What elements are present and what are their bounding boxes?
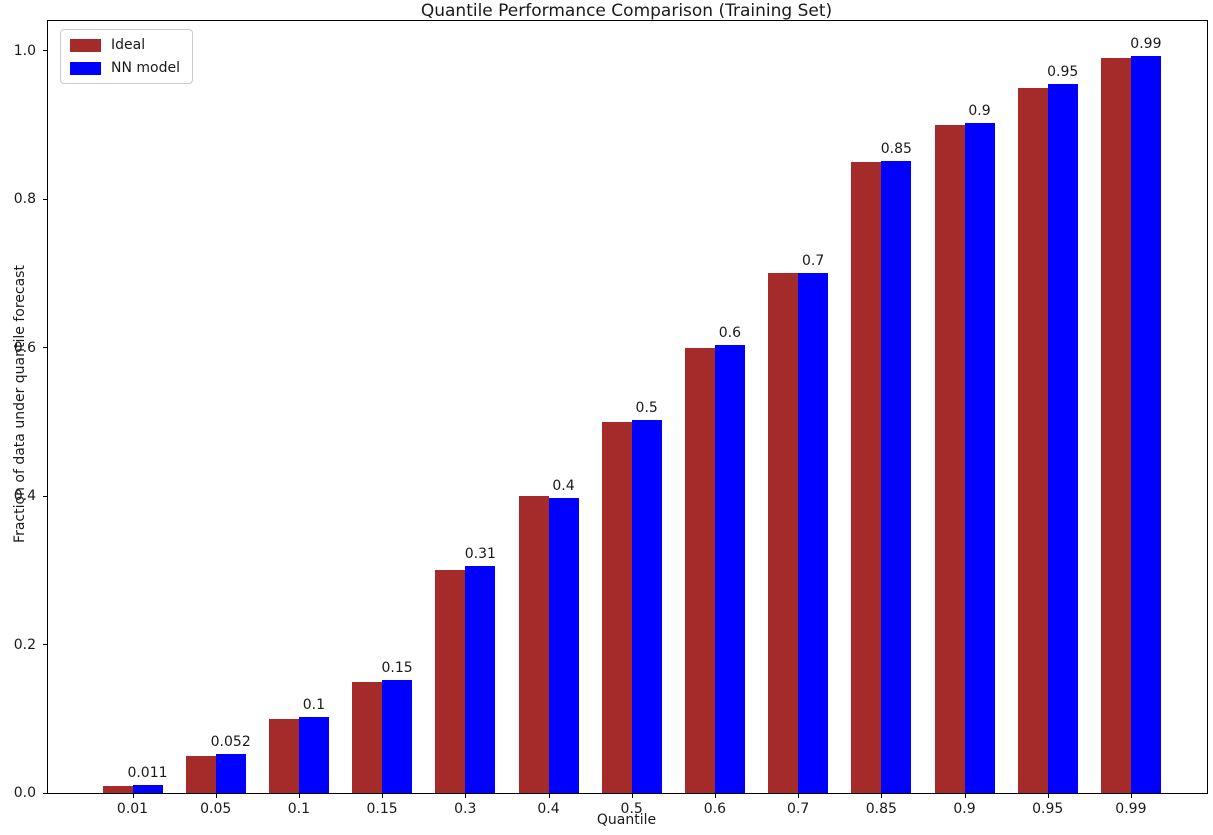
y-tick-label-0.2: 0.2 bbox=[13, 636, 36, 653]
legend-item-nn-model: NN model bbox=[70, 60, 180, 76]
x-tick-0.05 bbox=[215, 793, 217, 798]
bar-ideal-0.01 bbox=[102, 785, 133, 793]
y-axis-label: Fraction of data under quantile forecast bbox=[12, 265, 28, 543]
bar-nn-model-0.01 bbox=[132, 784, 163, 793]
legend-swatch-nn-model bbox=[70, 61, 101, 75]
x-tick-label-0.7: 0.7 bbox=[786, 801, 810, 817]
bar-ideal-0.4 bbox=[518, 496, 549, 793]
bar-value-label-0.3: 0.31 bbox=[464, 545, 496, 562]
x-tick-label-0.9: 0.9 bbox=[953, 801, 976, 817]
x-tick-0.1 bbox=[298, 793, 300, 798]
bar-ideal-0.3 bbox=[435, 570, 466, 793]
bar-nn-model-0.6 bbox=[714, 344, 745, 793]
x-tick-label-0.99: 0.99 bbox=[1115, 801, 1147, 817]
bar-value-label-0.5: 0.5 bbox=[635, 399, 658, 416]
bar-nn-model-0.99 bbox=[1130, 55, 1161, 793]
x-tick-label-0.6: 0.6 bbox=[703, 801, 727, 817]
legend-item-ideal: Ideal bbox=[70, 37, 180, 53]
x-tick-0.99 bbox=[1130, 793, 1132, 798]
x-tick-0.3 bbox=[465, 793, 467, 798]
x-tick-0.6 bbox=[714, 793, 716, 798]
y-tick-label-0.4: 0.4 bbox=[13, 488, 36, 505]
bar-nn-model-0.15 bbox=[382, 680, 413, 793]
bar-nn-model-0.95 bbox=[1047, 84, 1078, 793]
bar-value-label-0.1: 0.1 bbox=[302, 697, 326, 714]
x-tick-0.15 bbox=[382, 793, 384, 798]
x-tick-label-0.85: 0.85 bbox=[865, 801, 897, 817]
bar-ideal-0.05 bbox=[185, 755, 216, 793]
x-axis-label: Quantile bbox=[596, 812, 657, 828]
x-tick-label-0.01: 0.01 bbox=[116, 801, 149, 817]
bar-value-label-0.7: 0.7 bbox=[801, 252, 825, 269]
y-tick-label-0.8: 0.8 bbox=[13, 191, 36, 208]
x-tick-0.85 bbox=[881, 793, 883, 798]
bar-value-label-0.85: 0.85 bbox=[880, 141, 912, 158]
bar-value-label-0.4: 0.4 bbox=[552, 478, 575, 495]
x-tick-0.5 bbox=[631, 793, 633, 798]
bar-nn-model-0.4 bbox=[548, 498, 579, 793]
x-tick-label-0.05: 0.05 bbox=[200, 801, 232, 817]
bar-value-label-0.15: 0.15 bbox=[381, 660, 413, 677]
x-tick-label-0.95: 0.95 bbox=[1032, 801, 1064, 817]
x-tick-0.95 bbox=[1047, 793, 1049, 798]
chart-title: Quantile Performance Comparison (Trainin… bbox=[420, 1, 833, 21]
bar-value-label-0.01: 0.011 bbox=[127, 764, 168, 781]
y-tick-0.8 bbox=[43, 198, 48, 200]
bar-nn-model-0.7 bbox=[798, 272, 829, 793]
y-tick-0.4 bbox=[43, 495, 48, 497]
y-tick-0.6 bbox=[43, 347, 48, 349]
bar-nn-model-0.85 bbox=[881, 161, 912, 793]
bar-value-label-0.99: 0.99 bbox=[1130, 35, 1162, 52]
x-tick-label-0.4: 0.4 bbox=[537, 801, 560, 817]
x-tick-0.4 bbox=[548, 793, 550, 798]
bar-ideal-0.6 bbox=[684, 347, 715, 793]
y-tick-1.0 bbox=[43, 50, 48, 52]
bar-ideal-0.15 bbox=[352, 681, 383, 793]
bar-ideal-0.99 bbox=[1100, 58, 1131, 793]
bar-ideal-0.9 bbox=[934, 124, 965, 793]
x-tick-0.9 bbox=[964, 793, 966, 798]
bar-value-label-0.9: 0.9 bbox=[968, 102, 991, 119]
legend-label-ideal: Ideal bbox=[111, 37, 146, 53]
legend: Ideal NN model bbox=[60, 29, 193, 84]
bar-value-label-0.6: 0.6 bbox=[718, 324, 742, 341]
y-tick-label-0.0: 0.0 bbox=[13, 785, 36, 801]
x-tick-label-0.15: 0.15 bbox=[366, 801, 398, 817]
x-tick-label-0.5: 0.5 bbox=[620, 801, 643, 817]
bar-nn-model-0.1 bbox=[298, 717, 329, 793]
x-tick-label-0.1: 0.1 bbox=[287, 801, 311, 817]
y-tick-0.0 bbox=[43, 792, 48, 794]
bar-nn-model-0.9 bbox=[964, 122, 995, 793]
bar-ideal-0.5 bbox=[601, 421, 632, 793]
plot-area: Ideal NN model 0.011 0.01 0.052 0.05 0.1 0.1 0… bbox=[14, 20, 1208, 817]
bar-nn-model-0.3 bbox=[465, 565, 496, 793]
bar-nn-model-0.5 bbox=[631, 419, 662, 793]
bar-ideal-0.95 bbox=[1017, 87, 1048, 793]
x-tick-0.7 bbox=[798, 793, 800, 798]
bar-ideal-0.1 bbox=[268, 718, 299, 793]
y-tick-0.2 bbox=[43, 644, 48, 646]
x-tick-label-0.3: 0.3 bbox=[454, 801, 477, 817]
x-tick-0.01 bbox=[132, 793, 134, 798]
y-tick-label-0.6: 0.6 bbox=[13, 339, 36, 356]
legend-swatch-ideal bbox=[70, 38, 101, 52]
bar-value-label-0.95: 0.95 bbox=[1047, 64, 1079, 81]
legend-label-nn-model: NN model bbox=[111, 60, 180, 76]
bar-ideal-0.7 bbox=[768, 273, 799, 793]
bar-ideal-0.85 bbox=[851, 162, 882, 793]
bar-nn-model-0.05 bbox=[215, 754, 246, 793]
bar-value-label-0.05: 0.052 bbox=[210, 734, 251, 751]
y-tick-label-1.0: 1.0 bbox=[13, 42, 36, 59]
